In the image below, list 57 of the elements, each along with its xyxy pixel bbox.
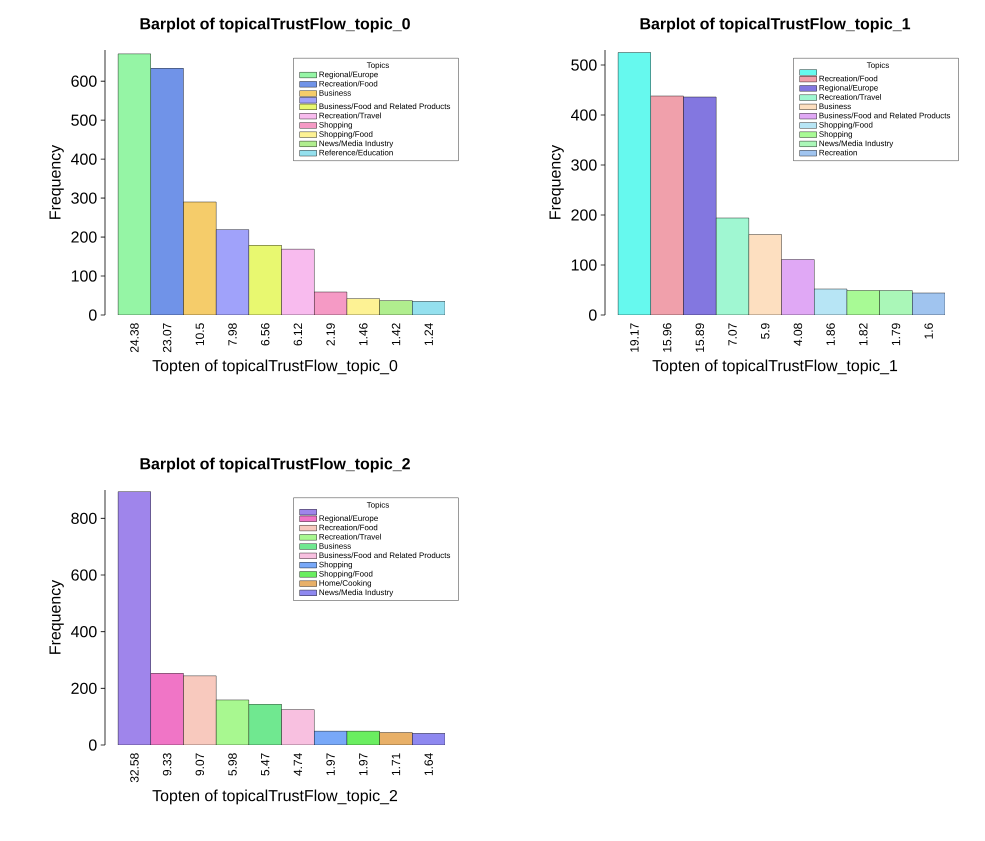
x-tick-label: 2.19 xyxy=(326,323,335,346)
y-axis-title: Frequency xyxy=(50,580,64,654)
y-tick-label: 600 xyxy=(71,76,97,87)
x-tick-label: 5.47 xyxy=(261,753,270,776)
y-tick-label: 300 xyxy=(71,192,97,204)
y-tick-label: 200 xyxy=(571,209,597,221)
x-tick-label: 1.64 xyxy=(424,753,433,776)
y-axis-title: Frequency xyxy=(550,144,564,219)
y-tick-label: 0 xyxy=(588,309,597,321)
x-axis-title: Topten of topicalTrustFlow_topic_0 xyxy=(152,360,398,374)
x-tick-label: 1.6 xyxy=(924,323,933,338)
y-tick-label: 800 xyxy=(71,512,97,524)
x-tick-label: 10.5 xyxy=(196,323,204,346)
x-tick-label: 7.98 xyxy=(228,323,237,346)
x-tick-label: 15.96 xyxy=(662,323,672,352)
x-tick-label: 23.07 xyxy=(162,323,172,352)
y-tick-label: 200 xyxy=(71,682,97,694)
x-tick-label: 19.17 xyxy=(630,323,639,352)
x-tick-label: 1.42 xyxy=(392,323,400,346)
x-tick-label: 4.74 xyxy=(294,753,302,776)
x-tick-label: 1.82 xyxy=(859,323,868,346)
x-tick-label: 6.12 xyxy=(294,323,302,346)
x-tick-label: 1.86 xyxy=(826,323,835,346)
x-tick-label: 5.98 xyxy=(228,753,237,776)
x-tick-label: 4.08 xyxy=(794,323,802,346)
x-axis-title: Topten of topicalTrustFlow_topic_2 xyxy=(152,790,398,804)
y-tick-label: 100 xyxy=(572,259,597,271)
y-tick-label: 200 xyxy=(71,231,97,243)
x-tick-label: 6.56 xyxy=(260,323,270,346)
chart-title: Barplot of topicalTrustFlow_topic_2 xyxy=(140,458,410,473)
x-tick-label: 1.71 xyxy=(392,753,400,776)
x-tick-label: 9.33 xyxy=(162,753,172,776)
chart-title: Barplot of topicalTrustFlow_topic_0 xyxy=(140,18,410,33)
y-tick-label: 400 xyxy=(571,109,597,121)
y-tick-label: 0 xyxy=(88,309,97,321)
y-axis-title: Frequency xyxy=(50,144,64,219)
y-tick-label: 500 xyxy=(71,114,97,126)
y-tick-label: 100 xyxy=(72,270,97,282)
x-tick-label: 5.9 xyxy=(760,323,770,339)
x-tick-label: 1.97 xyxy=(359,753,368,776)
x-axis-title: Topten of topicalTrustFlow_topic_1 xyxy=(652,360,898,374)
x-tick-label: 1.46 xyxy=(359,323,368,346)
x-tick-label: 32.58 xyxy=(130,753,139,782)
y-tick-label: 500 xyxy=(571,59,597,71)
y-tick-label: 0 xyxy=(88,739,97,751)
y-tick-label: 600 xyxy=(71,569,97,581)
x-tick-label: 1.97 xyxy=(326,753,335,776)
x-tick-label: 7.07 xyxy=(728,323,737,346)
x-tick-label: 15.89 xyxy=(696,323,704,352)
y-tick-label: 400 xyxy=(70,153,97,165)
x-tick-label: 9.07 xyxy=(196,753,204,776)
x-tick-label: 1.24 xyxy=(424,323,433,346)
chart-title: Barplot of topicalTrustFlow_topic_1 xyxy=(640,18,910,33)
x-tick-label: 1.79 xyxy=(892,323,900,346)
x-tick-label: 24.38 xyxy=(130,323,139,352)
y-tick-label: 300 xyxy=(571,159,597,171)
y-tick-label: 400 xyxy=(70,626,97,638)
